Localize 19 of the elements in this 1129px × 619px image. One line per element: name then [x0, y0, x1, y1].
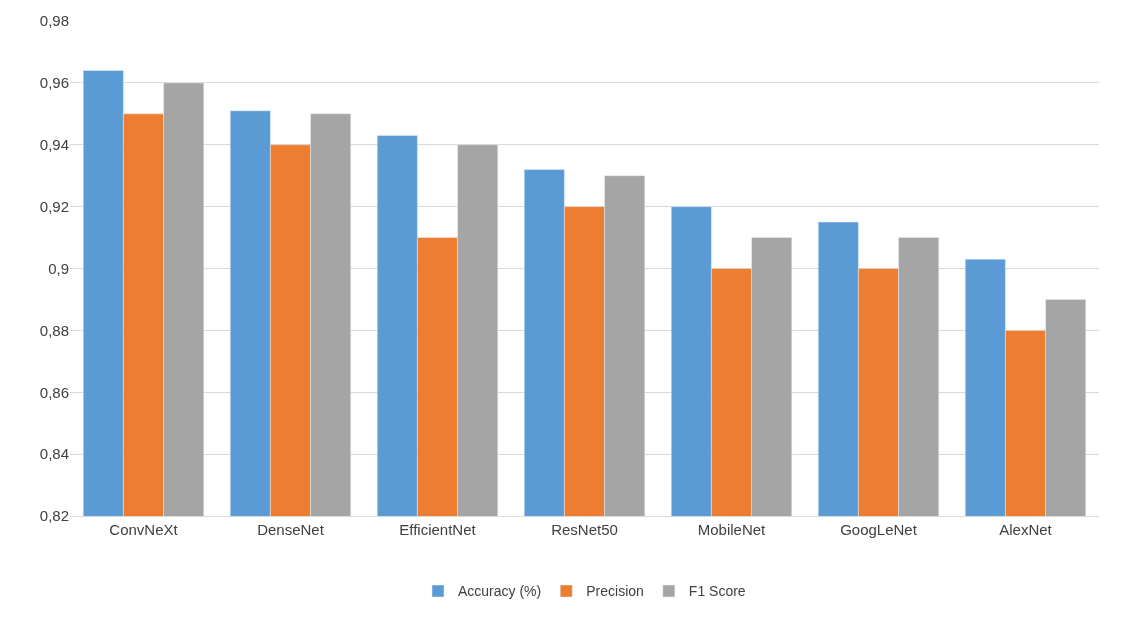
y-tick-label: 0,86	[39, 383, 69, 401]
x-tick-label: ResNet50	[551, 521, 618, 538]
x-tick-label: AlexNet	[999, 521, 1053, 538]
y-tick-label: 0,98	[39, 12, 69, 30]
legend-label: F1 Score	[688, 583, 746, 600]
y-tick-label: 0,84	[39, 445, 69, 463]
x-tick-label: GoogLeNet	[840, 521, 918, 538]
y-tick-label: 0,88	[39, 321, 69, 339]
x-tick-label: ConvNeXt	[109, 521, 179, 538]
y-tick-label: 0,82	[39, 507, 69, 525]
y-tick-label: 0,96	[39, 74, 69, 92]
x-tick-label: DenseNet	[257, 521, 325, 538]
y-tick-label: 0,9	[48, 259, 69, 277]
y-tick-label: 0,92	[39, 197, 69, 215]
legend-label: Precision	[586, 583, 644, 600]
legend-label: Accuracy (%)	[458, 583, 542, 600]
x-tick-label: EfficientNet	[399, 521, 477, 538]
x-tick-label: MobileNet	[697, 521, 767, 538]
y-tick-label: 0,94	[39, 136, 69, 153]
